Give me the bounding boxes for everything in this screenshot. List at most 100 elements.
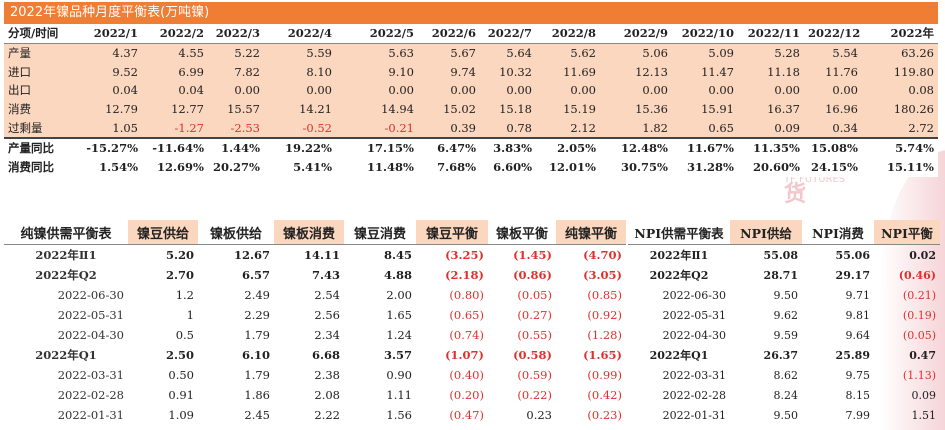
table-cell: (0.85): [587, 288, 622, 302]
column-header: 2022/9: [600, 24, 672, 44]
table-cell: -2.53: [208, 118, 264, 139]
table-cell: 0.00: [418, 81, 480, 100]
table-cell: 11.48%: [336, 157, 418, 177]
table-cell: (3.25): [445, 248, 484, 262]
table-cell: 11.47: [672, 62, 738, 82]
table-cell: 15.08%: [804, 137, 862, 158]
table-cell: 11.35%: [738, 137, 804, 158]
table-cell: (0.65): [449, 308, 484, 322]
table-cell: 8.15: [845, 388, 871, 402]
column-header: NPI平衡: [874, 220, 940, 245]
row-label: 2022年Ⅱ1: [35, 248, 97, 262]
table-cell: 6.99: [142, 62, 208, 82]
table-cell: 2.12: [536, 118, 600, 139]
column-header: 镍豆平衡: [416, 220, 488, 245]
table-cell: 3.57: [383, 348, 412, 362]
row-label: 消费: [4, 99, 76, 119]
table-cell: 1.2: [175, 288, 194, 302]
column-header: 2022/3: [208, 24, 264, 44]
table-cell: 9.10: [336, 62, 418, 82]
table-row: 2022-03-31 8.62 9.75 (1.13): [628, 365, 940, 385]
table-cell: 180.26: [862, 99, 938, 119]
table-cell: 11.18: [738, 62, 804, 82]
table-cell: (0.99): [587, 368, 622, 382]
table-cell: 5.28: [738, 43, 804, 63]
table-cell: 7.43: [311, 268, 340, 282]
table-cell: 14.94: [336, 99, 418, 119]
table-row: 2022年Ⅱ1 5.20 12.67 14.11 8.45 (3.25) (1.45) (4.…: [4, 245, 626, 266]
table-cell: (0.19): [902, 308, 936, 322]
table-cell: 2.72: [862, 118, 938, 139]
table-cell: (0.59): [517, 368, 552, 382]
table-cell: 5.64: [480, 43, 536, 63]
table-cell: 0.78: [480, 118, 536, 139]
table-cell: 19.22%: [264, 137, 336, 158]
table-cell: 0.5: [175, 328, 194, 342]
table-row: 2022-06-30 1.2 2.49 2.54 2.00 (0.80) (0.05) (0.…: [4, 285, 626, 305]
table-cell: (0.05): [517, 288, 552, 302]
table-cell: 11.76: [804, 62, 862, 82]
table-cell: 0.91: [168, 388, 194, 402]
table-cell: 2.05%: [536, 137, 600, 158]
column-header: 2022/7: [480, 24, 536, 44]
table-row: 消费同比 1.54% 12.69% 20.27% 5.41% 11.48% 7.68% 6.6…: [4, 157, 938, 177]
table-cell: (0.46): [898, 268, 936, 282]
table-cell: (1.65): [583, 348, 622, 362]
table-row: 2022-05-31 9.62 9.81 (0.19): [628, 305, 940, 325]
column-header: 2022/8: [536, 24, 600, 44]
table-row: 2022-01-31 9.50 7.99 1.51: [628, 405, 940, 425]
table-cell: (3.05): [583, 268, 622, 282]
table-cell: 7.68%: [418, 157, 480, 177]
table-cell: 9.52: [76, 62, 142, 82]
table-cell: 5.09: [672, 43, 738, 63]
table-row: 产量 4.37 4.55 5.22 5.59 5.63 5.67 5.64 5.62 5.06 5.…: [4, 43, 938, 63]
table-cell: 2.34: [314, 328, 340, 342]
table-cell: 9.71: [845, 288, 871, 302]
table-row: 2022年Q1 2.50 6.10 6.68 3.57 (1.07) (0.58) (1.65…: [4, 345, 626, 365]
table-cell: 5.63: [336, 43, 418, 63]
table-cell: 15.91: [672, 99, 738, 119]
table-cell: 0.00: [336, 81, 418, 100]
row-label: 进口: [4, 62, 76, 82]
table-cell: (0.42): [587, 388, 622, 402]
table-cell: 12.48%: [600, 137, 672, 158]
table-cell: (0.20): [449, 388, 484, 402]
table-cell: 6.68: [311, 348, 340, 362]
table-cell: 2.45: [244, 408, 270, 422]
table-cell: 0.09: [911, 388, 937, 402]
table-cell: (0.23): [587, 408, 622, 422]
table-cell: 15.11%: [862, 157, 938, 177]
table-cell: 9.64: [845, 328, 871, 342]
row-label: 2022-03-31: [662, 368, 726, 382]
row-label: 2022年Q1: [649, 349, 709, 362]
table-row: 过剩量 1.05 -1.27 -2.53 -0.52 -0.21 0.39 0.78 2.12 1…: [4, 118, 938, 139]
table-cell: -0.21: [336, 118, 418, 139]
row-label: 2022年Ⅱ1: [649, 249, 709, 262]
table-cell: 5.54: [804, 43, 862, 63]
column-header: 镍板供给: [198, 220, 274, 245]
column-header: 2022/10: [672, 24, 738, 44]
row-label: 2022-04-30: [662, 328, 726, 342]
column-header: 分项/时间: [4, 24, 76, 44]
table-cell: 29.17: [835, 268, 870, 282]
table-cell: 5.67: [418, 43, 480, 63]
table-cell: 4.55: [142, 43, 208, 63]
table-cell: 0.00: [264, 81, 336, 100]
table-cell: (1.45): [513, 248, 552, 262]
row-label: 产量同比: [4, 137, 76, 158]
table-cell: -15.27%: [76, 137, 142, 158]
table-cell: 5.06: [600, 43, 672, 63]
npi-balance-table: NPI供需平衡表 NPI供给 NPI消费 NPI平衡 2022年Ⅱ1 55.08 55.06…: [628, 220, 940, 425]
table-cell: 12.79: [76, 99, 142, 119]
table-cell: 15.18: [480, 99, 536, 119]
table-cell: 5.62: [536, 43, 600, 63]
table-cell: 2.56: [314, 308, 340, 322]
table-row: 2022-04-30 9.59 9.64 (0.05): [628, 325, 940, 345]
column-header: 2022/5: [336, 24, 418, 44]
table-cell: (0.92): [587, 308, 622, 322]
table-row: 消费 12.79 12.77 15.57 14.21 14.94 15.02 15.18 15.…: [4, 99, 938, 119]
table-cell: 4.88: [383, 268, 412, 282]
column-header: 2022/1: [76, 24, 142, 44]
table-cell: 15.02: [418, 99, 480, 119]
table-cell: 0.04: [142, 81, 208, 100]
